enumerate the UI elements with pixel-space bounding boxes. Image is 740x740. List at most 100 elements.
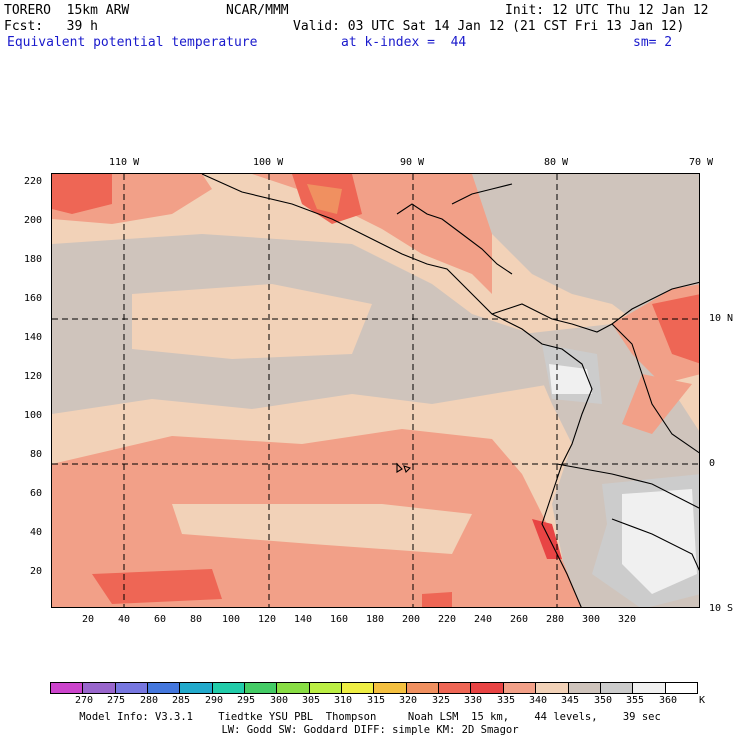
y-axis-label: 180 (24, 254, 43, 265)
colorbar-label: 270 (74, 695, 94, 706)
field-band-325 (307, 184, 342, 214)
field-name: Equivalent potential temperature (7, 35, 258, 50)
x-axis-label: 180 (366, 614, 385, 625)
colorbar-swatch (374, 683, 407, 693)
y-axis-label: 160 (24, 293, 43, 304)
lat-lon-grid (52, 174, 699, 607)
colorbar-swatch (600, 683, 634, 693)
colorbar-label: 315 (366, 695, 386, 706)
colorbar-label: 300 (269, 695, 289, 706)
smooth-label: sm= 2 (633, 35, 673, 50)
colorbar-label: 335 (496, 695, 516, 706)
field-band-355 (549, 364, 592, 394)
field-band-330 (652, 294, 699, 364)
colorbar-swatch (309, 683, 343, 693)
forecast-hour: Fcst: 39 h (4, 19, 98, 34)
colorbar-swatch (212, 683, 246, 693)
colorbar-label: 350 (593, 695, 613, 706)
colorbar-swatch (51, 683, 84, 693)
x-axis-label: 140 (294, 614, 313, 625)
peru-border (611, 518, 699, 571)
galapagos-islands (396, 462, 412, 474)
x-axis-label: 160 (330, 614, 349, 625)
physics-info: LW: Godd SW: Goddard DIFF: simple KM: 2D… (221, 724, 519, 736)
field-band-340 (132, 284, 372, 359)
y-axis-label: 20 (30, 566, 43, 577)
y-axis-label: 220 (24, 176, 43, 187)
field-band-330 (52, 174, 112, 214)
colorbar-label: 325 (431, 695, 451, 706)
lat-label: 10 N (709, 313, 734, 324)
colorbar-swatch (148, 683, 181, 693)
x-axis-label: 40 (118, 614, 131, 625)
field-band-345 (472, 174, 699, 344)
coastlines (201, 174, 699, 607)
colorbar-swatch (245, 683, 278, 693)
ecuador-border (556, 463, 699, 509)
west-coastline (201, 174, 593, 607)
x-axis-label: 120 (258, 614, 277, 625)
lon-label: 80 W (544, 157, 569, 168)
field-band-335 (52, 174, 492, 294)
theta-e-field (52, 174, 699, 607)
y-axis-label: 200 (24, 215, 43, 226)
colorbar-swatch (471, 683, 504, 693)
y-axis-label: 140 (24, 332, 43, 343)
lon-label: 90 W (400, 157, 425, 168)
colorbar-label: 360 (658, 695, 678, 706)
colorbar-label: 285 (171, 695, 191, 706)
colorbar-label: 280 (139, 695, 159, 706)
y-axis-label: 120 (24, 371, 43, 382)
lat-label: 10 S (709, 603, 734, 614)
colorbar-label: 275 (106, 695, 126, 706)
x-axis-label: 240 (474, 614, 493, 625)
colorbar-label: 340 (528, 695, 548, 706)
field-band-355 (622, 489, 697, 594)
x-axis-label: 280 (546, 614, 565, 625)
y-axis-label: 40 (30, 527, 43, 538)
x-axis-label: 100 (222, 614, 241, 625)
x-axis-label: 300 (582, 614, 601, 625)
gulf-coastline (451, 183, 513, 205)
valid-time: Valid: 03 UTC Sat 14 Jan 12 (21 CST Fri … (293, 19, 685, 34)
lon-label: 110 W (109, 157, 140, 168)
colorbar-swatch (83, 683, 116, 693)
init-time: Init: 12 UTC Thu 12 Jan 12 (505, 3, 709, 18)
colorbar-label: 305 (301, 695, 321, 706)
caribbean-coastline (491, 281, 699, 333)
y-axis-label: 100 (24, 410, 43, 421)
y-axis-label: 60 (30, 488, 43, 499)
colorbar-label: 310 (333, 695, 353, 706)
colorbar-label: 330 (463, 695, 483, 706)
colombia-border (611, 323, 699, 454)
colorbar-swatch (342, 683, 375, 693)
colorbar-swatch (277, 683, 310, 693)
colorbar-unit: K (698, 695, 706, 706)
org-label: NCAR/MMM (226, 3, 289, 18)
model-info: Model Info: V3.3.1 Tiedtke YSU PBL Thomp… (79, 711, 661, 723)
x-axis-label: 220 (438, 614, 457, 625)
colorbar-swatch (406, 683, 440, 693)
field-band-330 (92, 569, 222, 604)
x-axis-label: 260 (510, 614, 529, 625)
colorbar (50, 682, 698, 694)
yucatan-border (396, 203, 513, 275)
field-band-330 (422, 592, 452, 607)
x-axis-label: 60 (154, 614, 167, 625)
colorbar-swatch (503, 683, 537, 693)
model-title: TORERO 15km ARW (4, 3, 130, 18)
level-label: at k-index = 44 (341, 35, 467, 50)
colorbar-swatch (633, 683, 666, 693)
colorbar-label: 320 (398, 695, 418, 706)
colorbar-label: 295 (236, 695, 256, 706)
colorbar-swatch (180, 683, 213, 693)
colorbar-swatch (536, 683, 569, 693)
colorbar-swatch (115, 683, 149, 693)
lon-label: 70 W (689, 157, 714, 168)
y-axis-label: 80 (30, 449, 43, 460)
colorbar-swatch (568, 683, 601, 693)
x-axis-label: 80 (190, 614, 203, 625)
colorbar-label: 355 (625, 695, 645, 706)
colorbar-label: 290 (204, 695, 224, 706)
x-axis-label: 320 (618, 614, 637, 625)
